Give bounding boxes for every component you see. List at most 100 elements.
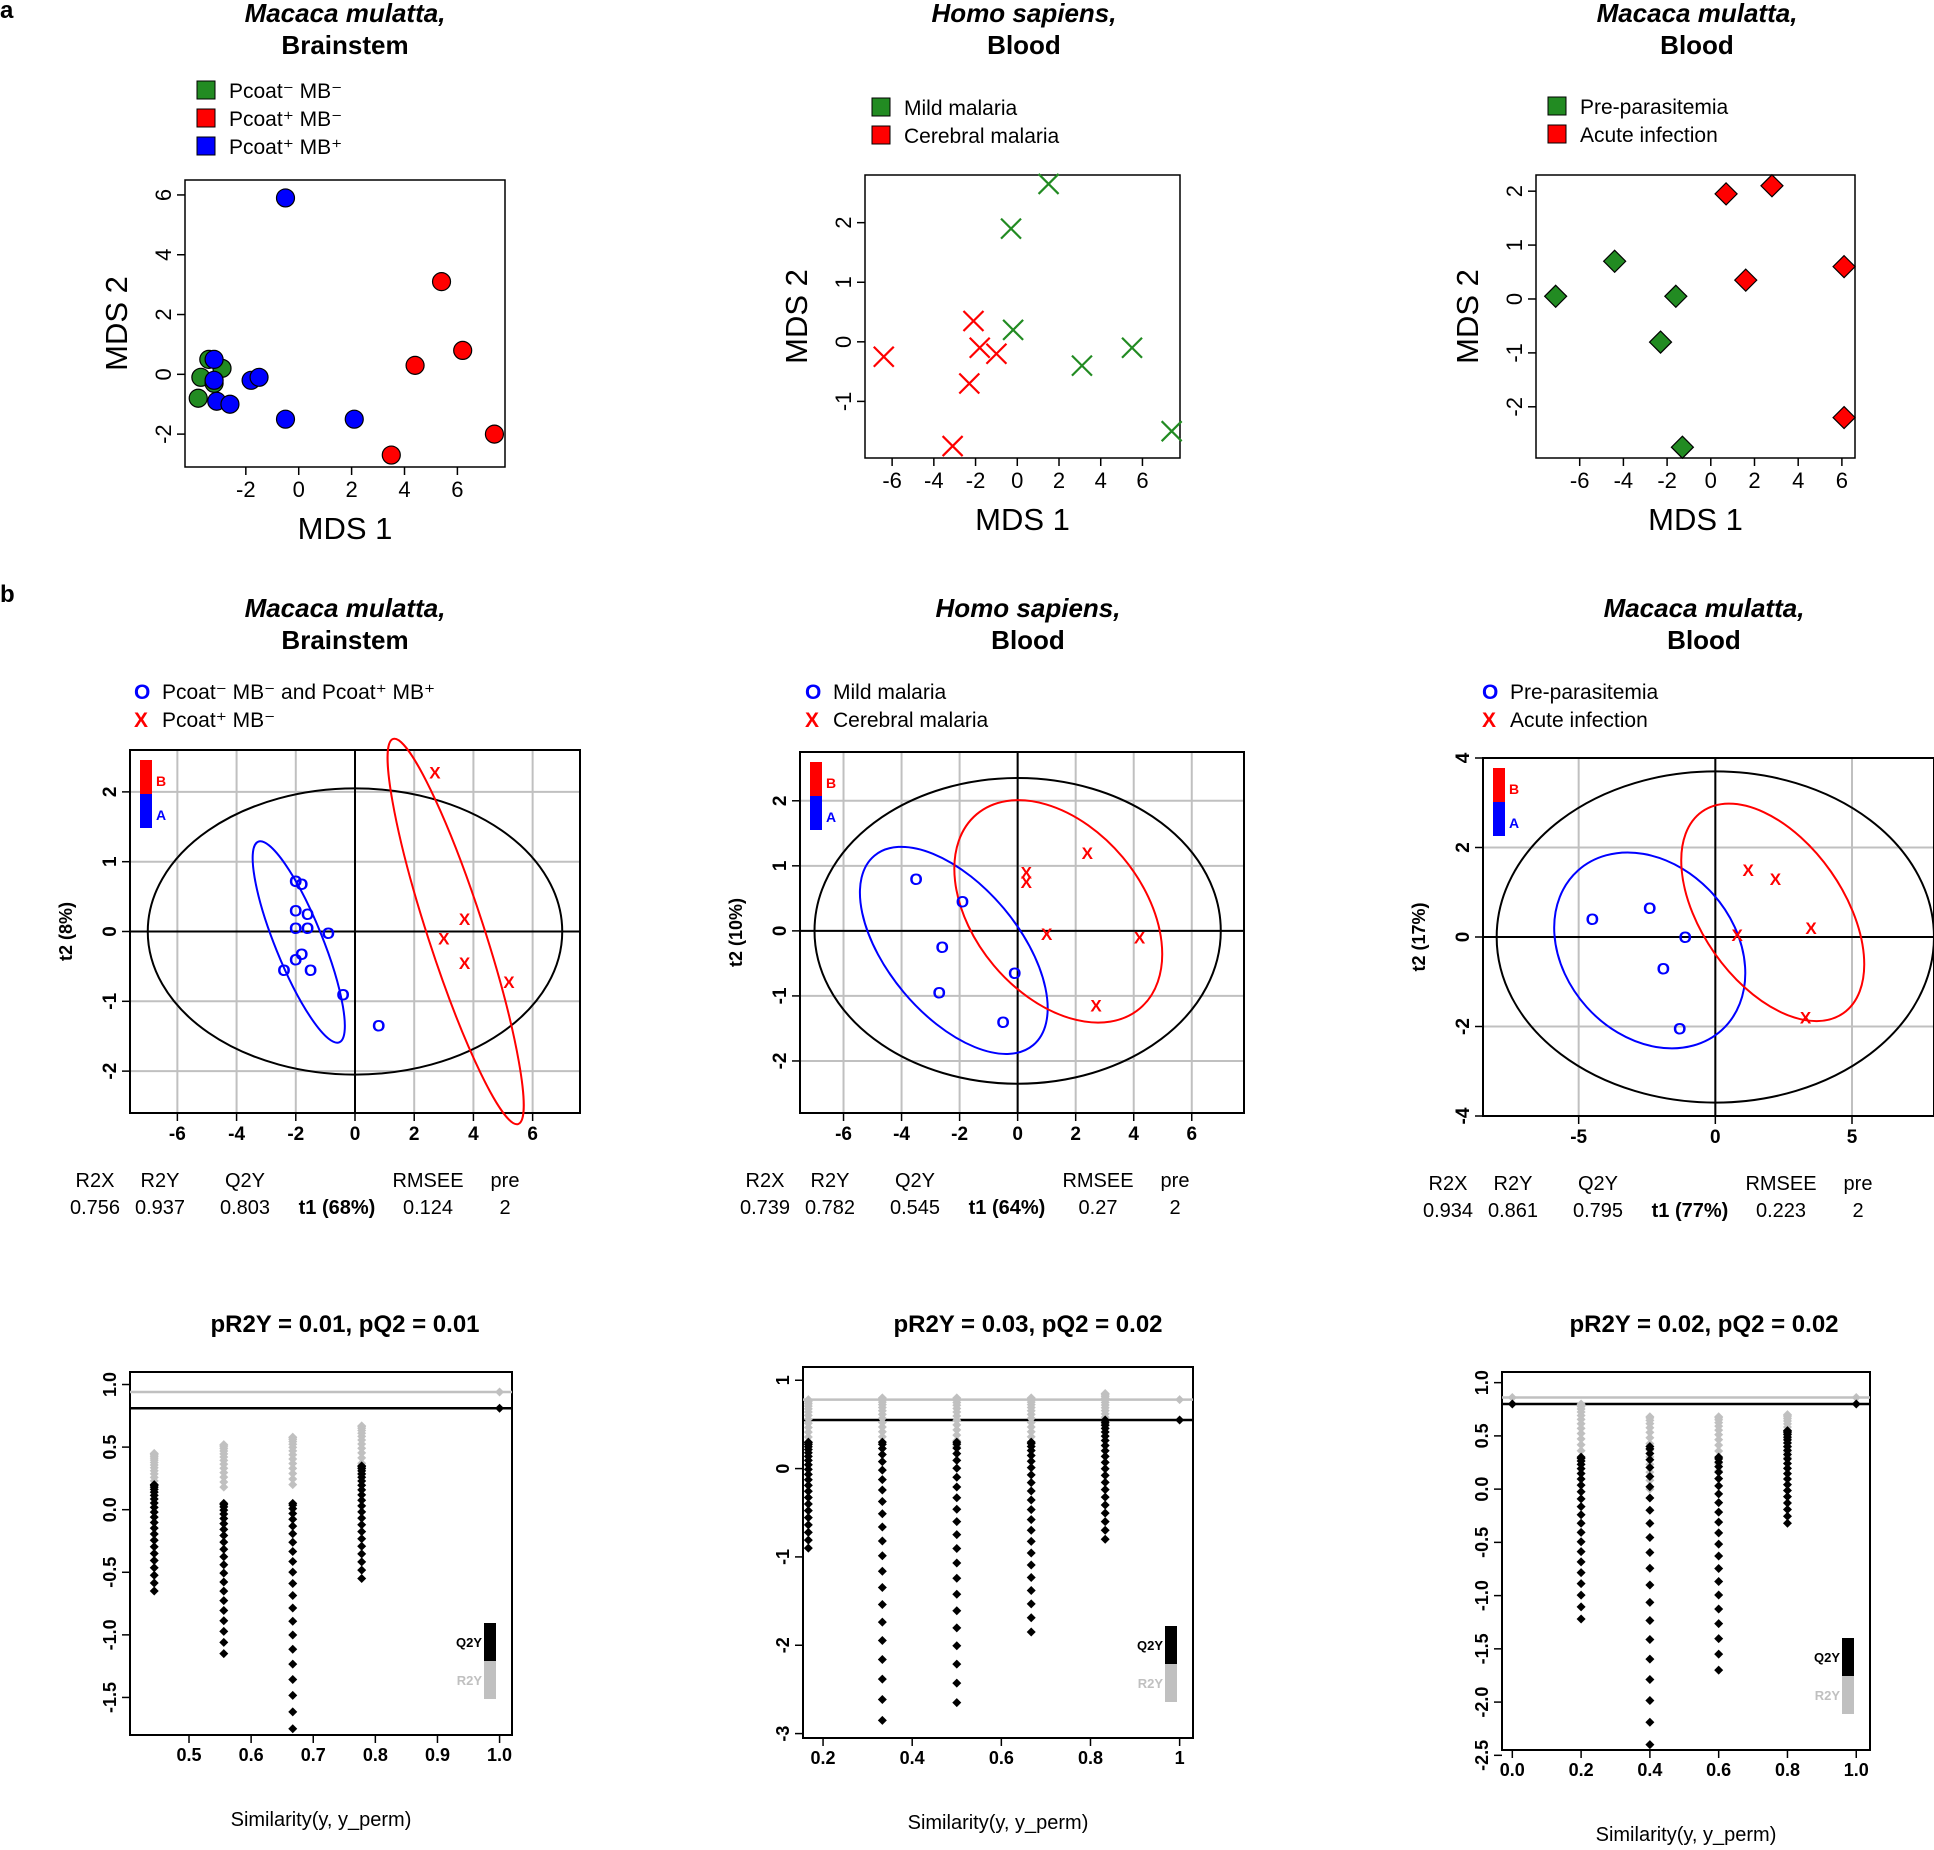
data-point	[357, 1534, 367, 1544]
data-point	[803, 1535, 813, 1545]
data-point	[357, 1495, 367, 1505]
data-point: X	[1041, 925, 1053, 944]
legend-swatch	[1547, 124, 1567, 144]
x-axis-label: Similarity(y, y_perm)	[231, 1809, 412, 1831]
stat-header: Q2Y	[225, 1170, 265, 1192]
chart-title-tissue: Brainstem	[281, 625, 408, 655]
data-point	[803, 1520, 813, 1530]
data-point	[952, 1698, 962, 1708]
stat-value: 0.782	[805, 1197, 855, 1219]
chart-title-species: Macaca mulatta,	[1597, 0, 1798, 28]
data-point	[1782, 1480, 1792, 1490]
data-point: X	[1134, 928, 1146, 947]
data-point	[1832, 254, 1856, 279]
data-point	[288, 1537, 298, 1547]
data-point	[1100, 1446, 1110, 1456]
data-point	[1714, 1507, 1724, 1517]
data-point: O	[1008, 964, 1021, 983]
y-tick-label: 1	[831, 276, 856, 288]
data-point: X	[1805, 919, 1817, 938]
y-tick-label: 0	[1502, 293, 1527, 305]
data-point	[1576, 1419, 1586, 1429]
data-point	[288, 1521, 298, 1531]
data-point	[149, 1529, 159, 1539]
opls-plot-1: Macaca mulatta,Brainstem O Pcoat⁻ MB⁻ and …	[56, 593, 581, 1219]
data-point	[1782, 1511, 1792, 1521]
data-point	[1160, 420, 1183, 442]
stat-header: R2X	[76, 1170, 115, 1192]
data-point	[1071, 354, 1093, 377]
x-tick-label: 0.6	[989, 1748, 1014, 1768]
data-point	[803, 1427, 813, 1437]
data-point	[877, 1655, 887, 1665]
data-point	[1026, 1463, 1036, 1473]
data-point	[288, 1463, 298, 1473]
data-point	[288, 1603, 298, 1613]
y-axis-label: MDS 2	[1450, 269, 1485, 364]
group-ellipse-red	[1680, 802, 1866, 1023]
data-point	[1663, 284, 1688, 309]
x-tick-label: 4	[1095, 468, 1107, 493]
data-point: O	[909, 870, 922, 889]
data-point	[877, 1599, 887, 1609]
x-tick-label: 0.6	[239, 1745, 264, 1765]
data-point	[803, 1543, 813, 1553]
data-point	[357, 1549, 367, 1559]
data-point	[357, 1501, 367, 1511]
chart-title-tissue: Blood	[991, 625, 1065, 655]
data-point	[275, 188, 296, 208]
data-point: O	[1586, 910, 1599, 929]
y-tick-label: 0	[1453, 932, 1474, 943]
legend-marker: X	[805, 709, 819, 732]
plot-frame	[1501, 1371, 1871, 1751]
x-tick-label: 0	[1710, 1127, 1721, 1148]
data-point	[1576, 1446, 1586, 1456]
data-point	[952, 1443, 962, 1453]
data-point	[431, 272, 452, 292]
x-tick-label: -2	[966, 468, 986, 493]
data-point	[1782, 1504, 1792, 1514]
x-tick-label: 1	[1175, 1748, 1185, 1768]
data-point	[803, 1480, 813, 1490]
y-tick-label: 0.0	[100, 1497, 120, 1522]
data-point	[1645, 1547, 1655, 1557]
data-point	[357, 1443, 367, 1453]
group-label-a: A	[1509, 815, 1519, 831]
data-point	[803, 1432, 813, 1442]
data-point: X	[438, 929, 450, 948]
data-point	[288, 1630, 298, 1640]
data-point	[952, 1420, 962, 1430]
stat-value: 0.937	[135, 1197, 185, 1219]
data-point	[1782, 1458, 1792, 1468]
data-point	[1782, 1492, 1792, 1502]
data-point	[1782, 1469, 1792, 1479]
data-point	[877, 1617, 887, 1627]
data-point	[803, 1464, 813, 1474]
y-tick-label: -1.5	[100, 1682, 120, 1713]
stat-header: R2Y	[811, 1170, 850, 1192]
data-point	[1714, 1665, 1724, 1675]
y-tick-label: -1	[770, 987, 791, 1004]
x-tick-label: -4	[893, 1124, 910, 1145]
data-point	[1714, 1604, 1724, 1614]
chart-title-species: Macaca mulatta,	[245, 593, 446, 623]
data-point: O	[289, 872, 302, 891]
data-point: X	[1742, 861, 1754, 880]
x-tick-label: 0.5	[176, 1745, 201, 1765]
chart-title-species: Homo sapiens,	[936, 593, 1121, 623]
data-point	[1026, 1470, 1036, 1480]
legend-swatch	[871, 125, 891, 145]
panel-label-b: b	[0, 581, 15, 608]
data-point	[219, 1577, 229, 1587]
data-point	[1026, 1525, 1036, 1535]
data-point	[495, 1387, 505, 1397]
data-point	[1100, 1492, 1110, 1502]
perm-title: pR2Y = 0.03, pQ2 = 0.02	[893, 1311, 1162, 1338]
data-point	[1576, 1468, 1586, 1478]
plot-frame	[864, 174, 1181, 459]
data-point	[803, 1460, 813, 1470]
x-tick-label: 6	[451, 477, 463, 502]
y-tick-label: 1	[100, 856, 121, 867]
data-point	[1645, 1675, 1655, 1685]
data-point	[357, 1513, 367, 1523]
